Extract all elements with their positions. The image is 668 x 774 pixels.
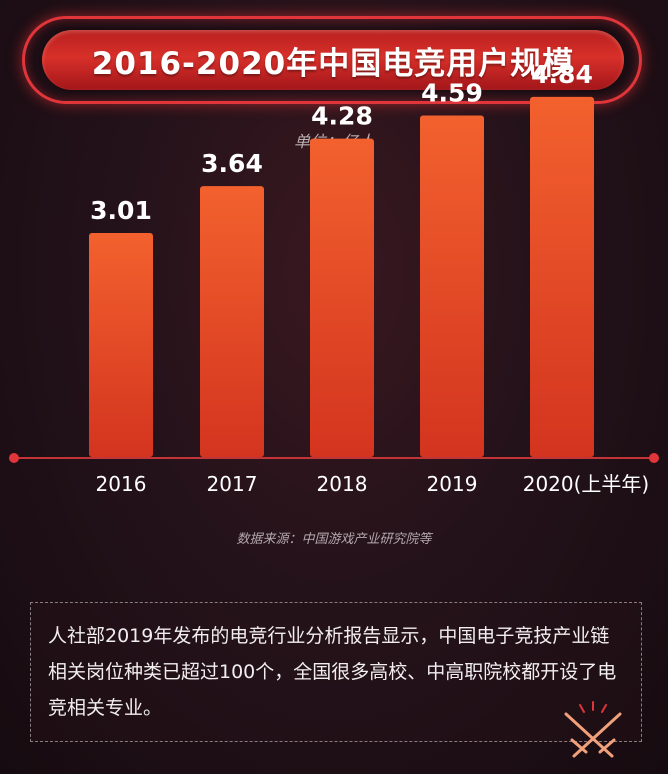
bar-2020(上半年) [530,96,594,458]
x-tick-label-2018: 2018 [317,472,368,496]
data-source: 数据来源：中国游戏产业研究院等 [236,532,432,547]
note-box [30,602,642,742]
data-label-2017: 3.64 [201,149,263,178]
bar-2017 [200,186,264,457]
bar-2016 [89,233,153,457]
title-frame [22,16,642,104]
data-label-2018: 4.28 [311,102,373,131]
x-axis-left-dot [9,453,19,463]
x-tick-label-2019: 2019 [427,472,478,496]
title-banner: 2016-2020年中国电竞用户规模 [42,30,624,90]
chart-title: 2016-2020年中国电竞用户规模 [91,45,575,82]
note-text: 人社部2019年发布的电竞行业分析报告显示，中国电子竞技产业链相关岗位种类已超过… [48,625,617,719]
data-label-2020(上半年): 4.84 [531,60,593,89]
data-label-2019: 4.59 [421,79,483,108]
bar-2018 [310,138,374,457]
x-tick-label-2020(上半年): 2020(上半年) [523,472,650,496]
crossed-swords-icon [564,701,622,758]
data-label-2016: 3.01 [90,196,152,225]
bar-2019 [420,115,484,457]
x-tick-label-2016: 2016 [96,472,147,496]
x-tick-label-2017: 2017 [207,472,258,496]
bar-chart: 3.01 2016 3.64 2017 4.28 2018 4.59 2019 4.84 2020… [9,60,659,496]
x-axis-right-dot [649,453,659,463]
